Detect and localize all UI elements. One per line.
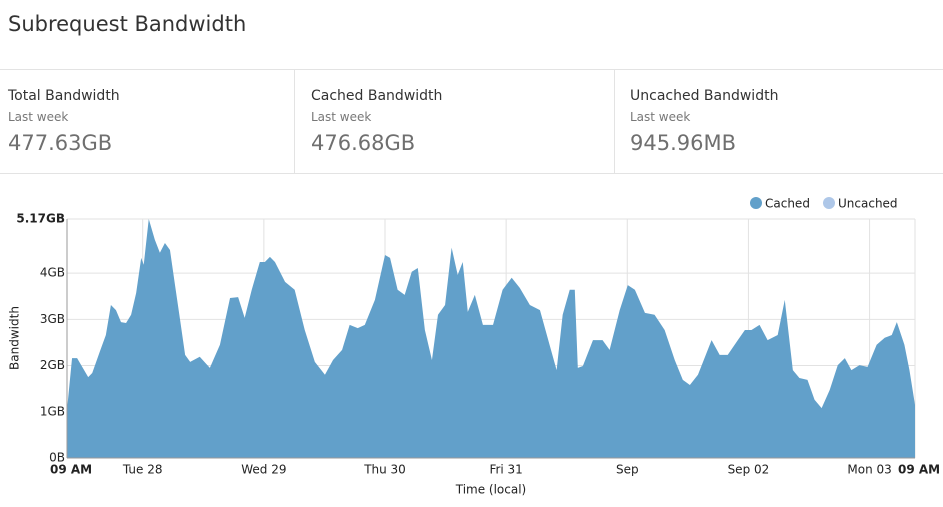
area — [67, 219, 915, 458]
legend-dot — [823, 197, 835, 209]
legend-dot — [750, 197, 762, 209]
stat-value: 945.96MB — [630, 131, 737, 155]
y-tick-label: 1GB — [40, 404, 65, 418]
y-tick-label: 3GB — [40, 312, 65, 326]
x-tick-label: Wed 29 — [241, 463, 286, 477]
x-tick-label: Sep — [616, 463, 639, 477]
x-tick-label: Mon 03 — [847, 463, 891, 477]
x-tick-label: Tue 28 — [122, 463, 163, 477]
y-tick-label: 4GB — [40, 266, 65, 280]
divider — [614, 70, 615, 173]
x-tick-label: 09 AM — [50, 463, 92, 477]
stat-title: Cached Bandwidth — [311, 88, 443, 104]
stat-subtitle: Last week — [311, 110, 372, 124]
chart: 0B 1GB 2GB 3GB 4GB 5.17GB 09 AM Tue 28 Wed 29 Thu… — [8, 197, 941, 497]
y-tick-label: 0B — [49, 451, 65, 465]
stat-title: Total Bandwidth — [8, 88, 120, 104]
stat-value: 476.68GB — [311, 131, 416, 155]
divider — [294, 70, 295, 173]
y-tick-label: 5.17GB — [16, 212, 65, 226]
x-tick-label: 09 AM — [898, 463, 940, 477]
x-tick-label: Thu 30 — [363, 463, 406, 477]
stat-subtitle: Last week — [8, 110, 69, 124]
page-title: Subrequest Bandwidth — [8, 12, 247, 36]
stat-title: Uncached Bandwidth — [630, 88, 779, 104]
y-tick-label: 2GB — [40, 358, 65, 372]
stat-value: 477.63GB — [8, 131, 113, 155]
y-axis-label: Bandwidth — [8, 306, 22, 370]
divider — [0, 69, 943, 70]
stat-subtitle: Last week — [630, 110, 691, 124]
divider — [0, 173, 943, 174]
x-tick-label: Sep 02 — [728, 463, 770, 477]
x-tick-label: Fri 31 — [489, 463, 522, 477]
legend-label: Uncached — [838, 197, 898, 211]
x-axis-label: Time (local) — [455, 483, 527, 497]
legend-label: Cached — [765, 197, 810, 211]
